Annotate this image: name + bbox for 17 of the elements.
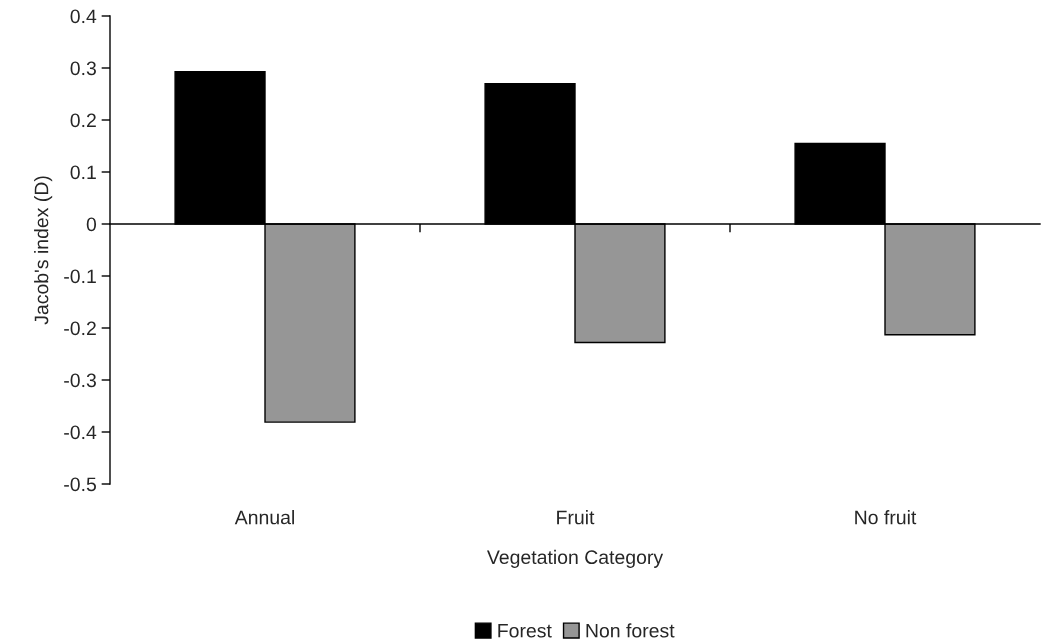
y-tick-label: 0.4 <box>70 9 97 24</box>
legend-label: Non forest <box>586 623 675 638</box>
y-tick-label: -0.1 <box>64 269 96 284</box>
y-tick-label: 0.2 <box>70 113 96 128</box>
y-tick-label: 0.3 <box>70 61 96 76</box>
x-tick-label: No fruit <box>855 510 917 525</box>
y-tick-label: 0 <box>86 217 97 232</box>
x-tick-label: Annual <box>234 510 294 525</box>
y-tick-label: 0.1 <box>70 165 96 180</box>
y-tick-label: -0.4 <box>64 425 97 440</box>
y-tick-label: -0.5 <box>64 477 96 492</box>
x-tick-label: Fruit <box>557 510 595 525</box>
y-axis-title: Jacob's index (D) <box>34 176 53 325</box>
x-axis-title: Vegetation Category <box>486 549 664 568</box>
y-tick-label: -0.2 <box>64 321 96 336</box>
legend-label: Forest <box>498 624 552 638</box>
y-tick-label: -0.3 <box>64 373 96 388</box>
